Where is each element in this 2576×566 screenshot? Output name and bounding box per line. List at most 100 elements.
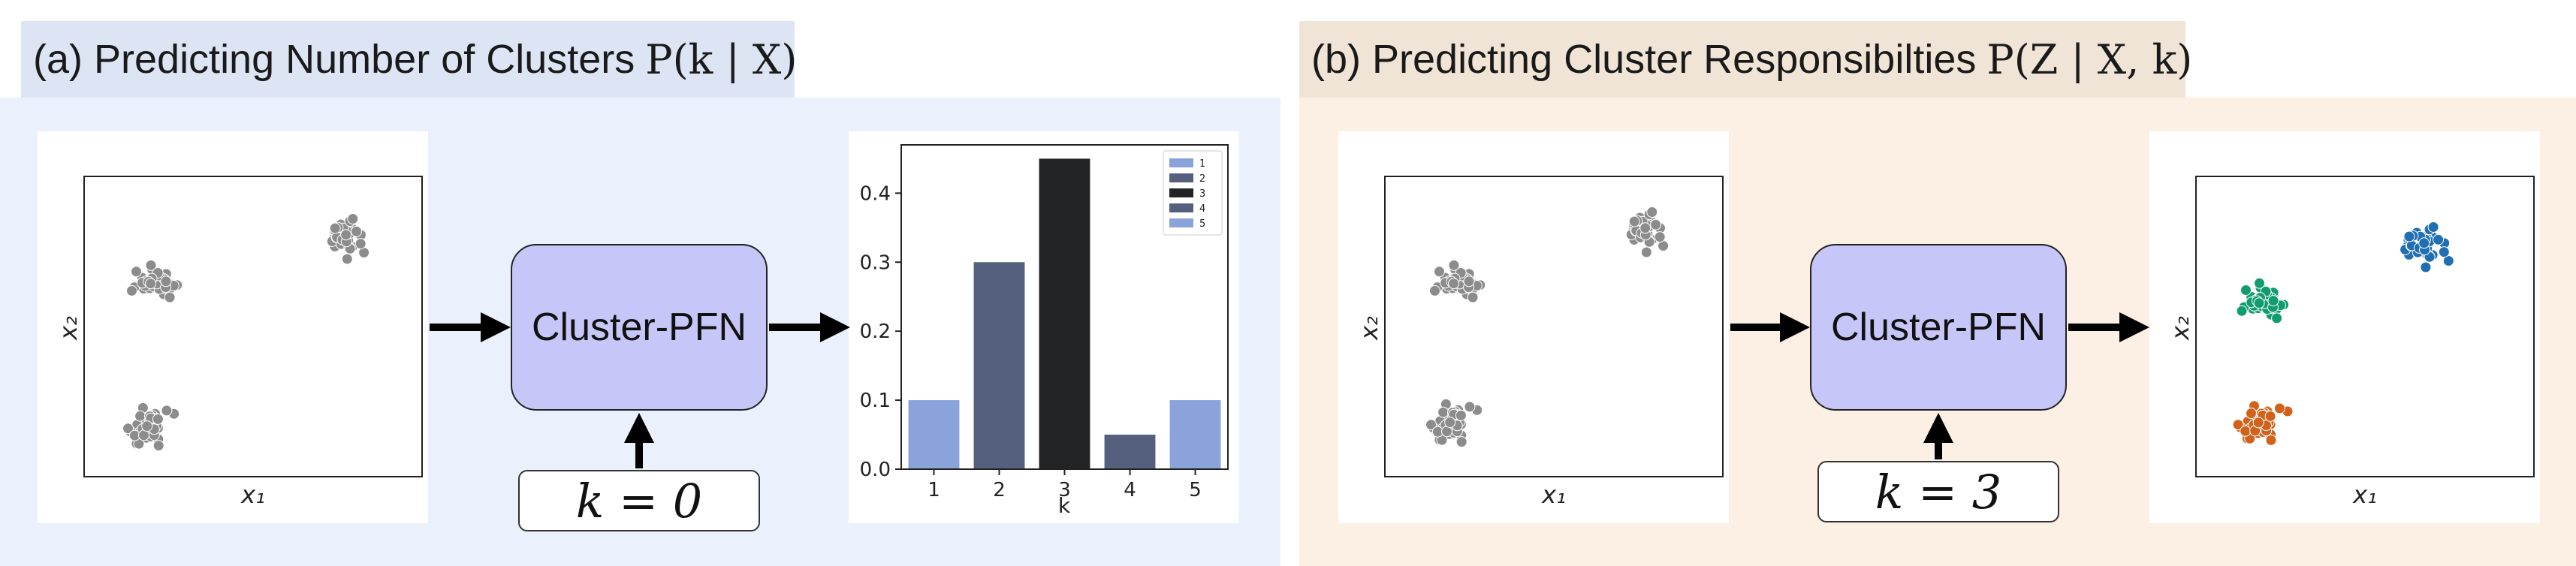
y-axis-label: x₂ — [2166, 316, 2194, 341]
y-tick-label: 0.2 — [860, 321, 891, 343]
y-axis-label: x₂ — [1355, 316, 1383, 341]
scatter-point — [1639, 222, 1651, 234]
scatter-point — [2433, 233, 2445, 245]
scatter-point — [2271, 312, 2283, 324]
panel-a-bar-chart-card: 0.0 0.1 0.2 0.3 0.4 1 2 3 4 5 1 2 3 4 5 k — [849, 131, 1239, 523]
bar-k-5 — [1169, 400, 1221, 469]
panel-a-input-scatter-card: x₁ x₂ — [38, 131, 428, 523]
scatter-point — [347, 213, 359, 224]
scatter-point — [1434, 266, 1445, 278]
legend-label: 3 — [1199, 188, 1205, 200]
bar-k-4 — [1104, 435, 1156, 469]
scatter-point — [122, 423, 134, 435]
scatter-point — [2273, 402, 2285, 414]
scatter-point — [1464, 401, 1476, 413]
scatter-point — [2420, 261, 2432, 273]
cluster-points-orange — [2232, 400, 2294, 446]
scatter-point — [145, 278, 157, 290]
cluster-points-blue — [2400, 221, 2454, 273]
scatter-point — [2442, 255, 2454, 266]
scatter-point — [2418, 237, 2430, 249]
scatter-frame — [2195, 176, 2535, 477]
legend-label: 1 — [1199, 158, 1205, 170]
scatter-point — [2438, 246, 2450, 258]
scatter-point — [1455, 409, 1467, 421]
scatter-point — [1467, 291, 1479, 303]
scatter-point — [1646, 206, 1658, 218]
panel-a-k-input: k = 0 — [518, 470, 760, 531]
x-tick-label: 5 — [1189, 479, 1202, 501]
panel-b-title-math: P(Z | X, k) — [1986, 35, 2193, 83]
panel-b-output-scatter: x₁ x₂ — [2166, 176, 2535, 509]
scatter-point — [2403, 230, 2415, 242]
x-tick-label: 1 — [928, 479, 940, 501]
cluster-points-lower-left — [1425, 398, 1483, 448]
scatter-point — [152, 413, 164, 425]
cluster-points-lower-left — [122, 402, 180, 452]
scatter-point — [1448, 259, 1460, 271]
panel-a-title: (a) Predicting Number of Clusters P(k | … — [21, 21, 798, 98]
cluster-points-green — [2236, 277, 2290, 324]
x-tick-label: 2 — [993, 479, 1006, 501]
legend-label: 5 — [1199, 218, 1205, 230]
legend-swatch — [1169, 173, 1193, 182]
legend-swatch — [1169, 203, 1193, 212]
x-axis-label: x₁ — [2352, 480, 2377, 509]
scatter-point — [164, 291, 176, 303]
scatter-point — [126, 285, 137, 297]
bar-k-2 — [973, 262, 1025, 469]
scatter-point — [1444, 417, 1456, 429]
panel-b-input-scatter: x₁ x₂ — [1355, 176, 1724, 509]
legend-swatch — [1169, 158, 1193, 167]
chart-frame — [900, 144, 1229, 470]
scatter-point — [131, 266, 142, 278]
scatter-point — [2232, 419, 2244, 431]
panel-a-title-text: (a) Predicting Number of Clusters — [33, 37, 635, 82]
x-tick-label: 4 — [1124, 479, 1136, 501]
y-tick-label: 0.4 — [860, 182, 891, 205]
scatter-point — [1448, 278, 1460, 290]
scatter-point — [2253, 297, 2265, 309]
scatter-point — [354, 238, 366, 250]
panel-a-model-label: Cluster-PFN — [531, 306, 747, 349]
legend-swatch — [1169, 218, 1193, 227]
scatter-point — [1654, 231, 1666, 243]
scatter-point — [340, 229, 352, 241]
panel-a-title-math: P(k | X) — [645, 35, 798, 83]
scatter-point — [341, 253, 353, 265]
panel-b-k-value: k = 3 — [1875, 464, 2002, 519]
panel-a-cluster-pfn-box: Cluster-PFN — [511, 244, 768, 411]
scatter-point — [161, 405, 173, 417]
y-axis-label: x₂ — [54, 316, 83, 341]
scatter-point — [2252, 417, 2264, 429]
y-tick-label: 0.0 — [860, 459, 891, 481]
panel-b-cluster-pfn-box: Cluster-PFN — [1810, 244, 2067, 411]
panel-a-k-value: k = 0 — [575, 473, 703, 528]
scatter-point — [1429, 285, 1440, 297]
scatter-point — [145, 259, 157, 271]
scatter-point — [1650, 218, 1662, 230]
scatter-point — [2240, 285, 2252, 296]
panel-b-output-scatter-card: x₁ x₂ — [2149, 131, 2540, 523]
y-tick-label: 0.1 — [860, 390, 891, 412]
y-tick-label: 0.3 — [860, 251, 891, 274]
x-axis-label: x₁ — [1541, 480, 1566, 509]
panel-b-model-label: Cluster-PFN — [1830, 306, 2047, 349]
panel-b-title-text: (b) Predicting Cluster Responsibilties — [1311, 37, 1977, 82]
bar-k-3 — [1039, 158, 1090, 469]
panel-a-input-scatter: x₁ x₂ — [54, 176, 423, 509]
cluster-points-upper-right — [326, 213, 370, 265]
bar-k-1 — [908, 400, 960, 469]
scatter-point — [1455, 436, 1467, 448]
scatter-point — [1628, 215, 1640, 227]
legend-swatch — [1169, 188, 1193, 197]
scatter-point — [2254, 277, 2265, 289]
scatter-point — [141, 420, 153, 432]
scatter-point — [329, 222, 341, 234]
scatter-point — [2265, 434, 2277, 446]
scatter-point — [2264, 411, 2276, 422]
cluster-points-upper-left — [126, 259, 183, 303]
x-axis-label: x₁ — [240, 480, 265, 509]
x-tick-label: 3 — [1058, 479, 1071, 501]
legend-label: 4 — [1199, 203, 1205, 215]
